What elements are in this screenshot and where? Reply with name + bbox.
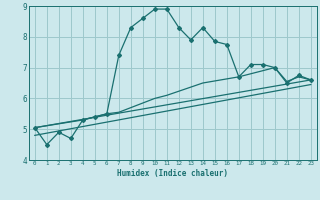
X-axis label: Humidex (Indice chaleur): Humidex (Indice chaleur) bbox=[117, 169, 228, 178]
